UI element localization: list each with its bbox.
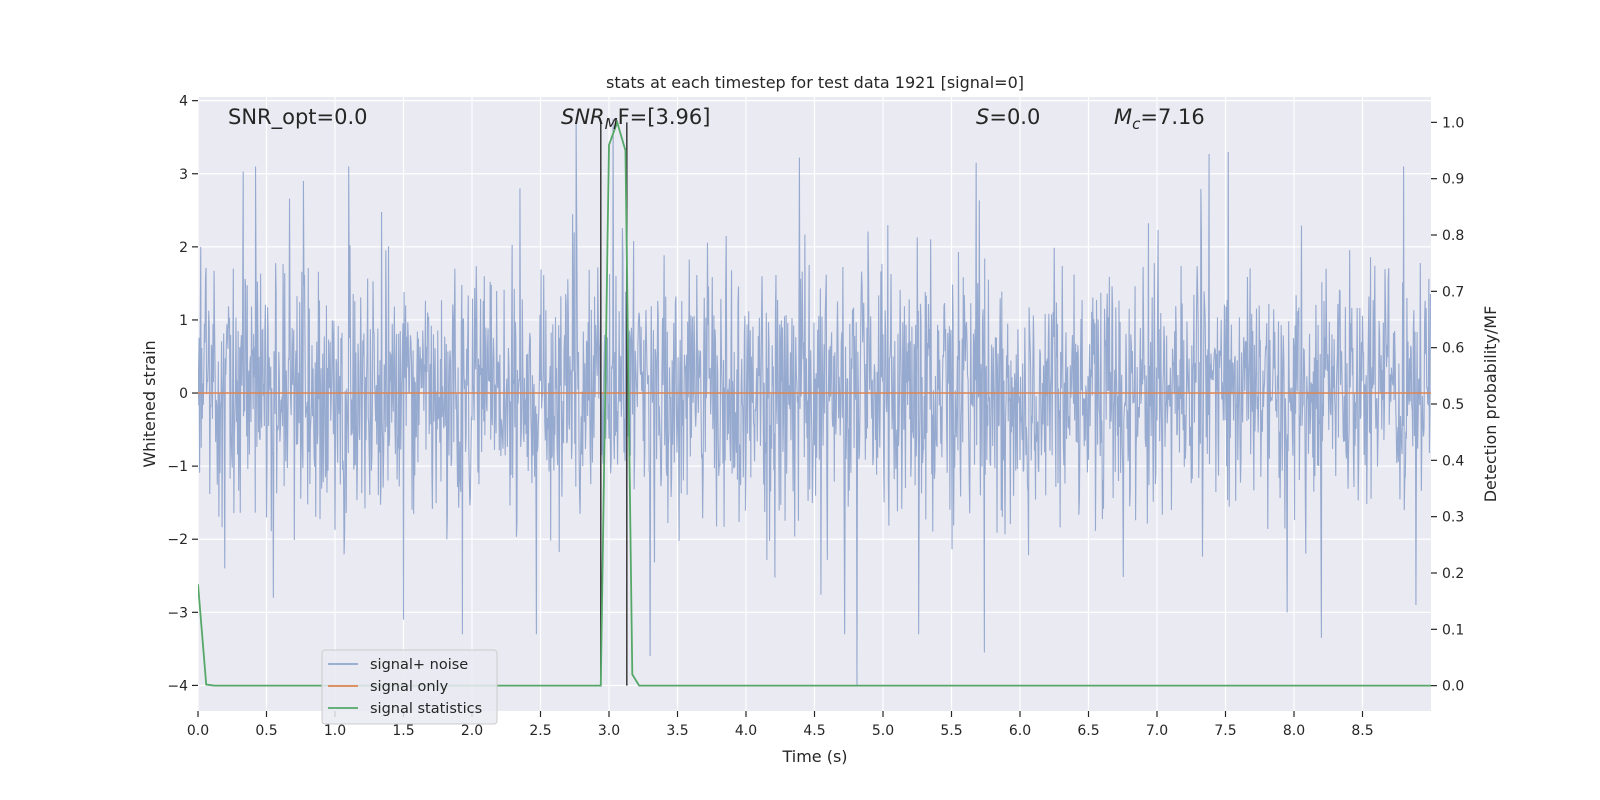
x-tick-label: 7.5 xyxy=(1214,723,1236,739)
s-italic: S xyxy=(976,105,989,129)
y-tick-label: −3 xyxy=(167,605,188,621)
s-rest: =0.0 xyxy=(989,105,1040,129)
y2-tick-label: 0.8 xyxy=(1442,228,1464,244)
y-tick-label: 0 xyxy=(179,386,188,402)
x-tick-label: 1.5 xyxy=(392,723,414,739)
snr-mf-base: SNR xyxy=(561,105,605,129)
left-ticks: −4 −3 −2 −1 0 1 2 3 4 xyxy=(167,94,198,694)
x-axis-label: Time (s) xyxy=(781,747,847,766)
y2-tick-label: 0.7 xyxy=(1442,284,1464,300)
series-line-signal-statistics xyxy=(198,119,1431,687)
y2-tick-label: 0.0 xyxy=(1442,679,1464,695)
annotation-snr-opt: SNR_opt=0.0 xyxy=(228,105,368,130)
y-tick-label: −2 xyxy=(167,532,188,548)
y2-tick-label: 0.5 xyxy=(1442,397,1464,413)
mc-rest: =7.16 xyxy=(1140,105,1204,129)
annotation-mc: Mc=7.16 xyxy=(1114,105,1205,133)
y-tick-label: 2 xyxy=(179,240,188,256)
x-tick-label: 0.5 xyxy=(255,723,277,739)
x-tick-label: 4.5 xyxy=(803,723,825,739)
x-tick-label: 0.0 xyxy=(187,723,209,739)
snr-mf-sub: M xyxy=(605,115,618,133)
right-ticks: 0.0 0.1 0.2 0.3 0.4 0.5 0.6 0.7 0.8 0.9 1.0 xyxy=(1431,115,1464,695)
series-line-signal-noise xyxy=(198,118,1431,686)
y2-tick-label: 0.4 xyxy=(1442,453,1464,469)
y2-tick-label: 0.3 xyxy=(1442,510,1464,526)
annotation-s: S=0.0 xyxy=(976,105,1040,129)
x-tick-label: 3.5 xyxy=(666,723,688,739)
legend-label-statistics: signal statistics xyxy=(370,701,482,717)
x-tick-label: 4.0 xyxy=(735,723,757,739)
x-tick-label: 7.0 xyxy=(1146,723,1168,739)
y2-tick-label: 0.2 xyxy=(1442,566,1464,582)
bottom-ticks: 0.0 0.5 1.0 1.5 2.0 2.5 3.0 3.5 4.0 4.5 5.0 5.5 6.0 6… xyxy=(187,711,1374,739)
y2-tick-label: 0.1 xyxy=(1442,622,1464,638)
y-tick-label: −4 xyxy=(167,678,188,694)
y-tick-label: −1 xyxy=(167,459,188,475)
legend-label-signal-only: signal only xyxy=(370,679,449,695)
mc-sub: c xyxy=(1132,115,1141,133)
x-tick-label: 2.0 xyxy=(461,723,483,739)
y-tick-label: 1 xyxy=(179,313,188,329)
legend-label-noise: signal+ noise xyxy=(370,657,468,673)
series-signal-noise xyxy=(198,118,1431,686)
x-tick-label: 8.0 xyxy=(1283,723,1305,739)
legend-box xyxy=(321,649,498,725)
y2-tick-label: 1.0 xyxy=(1442,115,1464,131)
x-tick-label: 2.5 xyxy=(529,723,551,739)
chart-title: stats at each timestep for test data 192… xyxy=(606,73,1024,92)
y-tick-label: 4 xyxy=(179,94,188,110)
x-tick-label: 5.5 xyxy=(940,723,962,739)
y2-tick-label: 0.9 xyxy=(1442,172,1464,188)
x-tick-label: 1.0 xyxy=(324,723,346,739)
x-tick-label: 3.0 xyxy=(598,723,620,739)
x-tick-label: 5.0 xyxy=(872,723,894,739)
x-tick-label: 6.0 xyxy=(1009,723,1031,739)
legend: signal+ noise signal only signal statist… xyxy=(321,649,498,725)
y2-axis-label: Detection probability/MF xyxy=(1481,306,1500,503)
annotation-snr-mf: SNRMF=[3.96] xyxy=(561,105,710,133)
y-tick-label: 3 xyxy=(179,167,188,183)
y2-tick-label: 0.6 xyxy=(1442,341,1464,357)
mc-base: M xyxy=(1114,105,1132,129)
x-tick-label: 8.5 xyxy=(1351,723,1373,739)
series-signal-statistics xyxy=(198,119,1431,687)
x-tick-label: 6.5 xyxy=(1077,723,1099,739)
y-axis-label: Whitened strain xyxy=(140,340,159,467)
snr-mf-rest: F=[3.96] xyxy=(618,105,711,129)
